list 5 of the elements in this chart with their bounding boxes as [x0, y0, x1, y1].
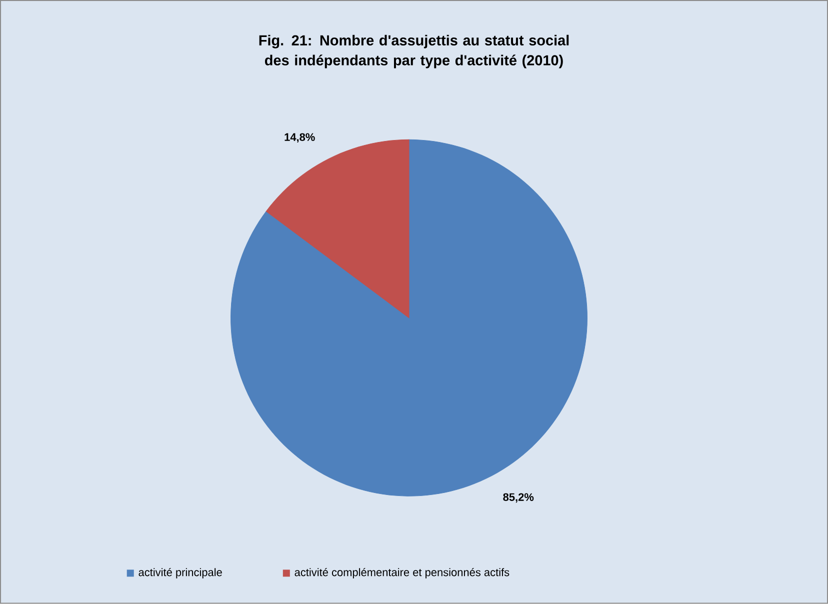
data-label: 85,2%	[503, 493, 534, 503]
legend-label: activité principale	[138, 568, 222, 578]
chart-title: Fig. 21: Nombre d'assujettis au statut social des indépendants par type d'activité (2010)	[259, 34, 569, 68]
data-label: 14,8%	[284, 133, 315, 143]
legend-label: activité complémentaire et pensionnés actifs	[294, 568, 510, 578]
